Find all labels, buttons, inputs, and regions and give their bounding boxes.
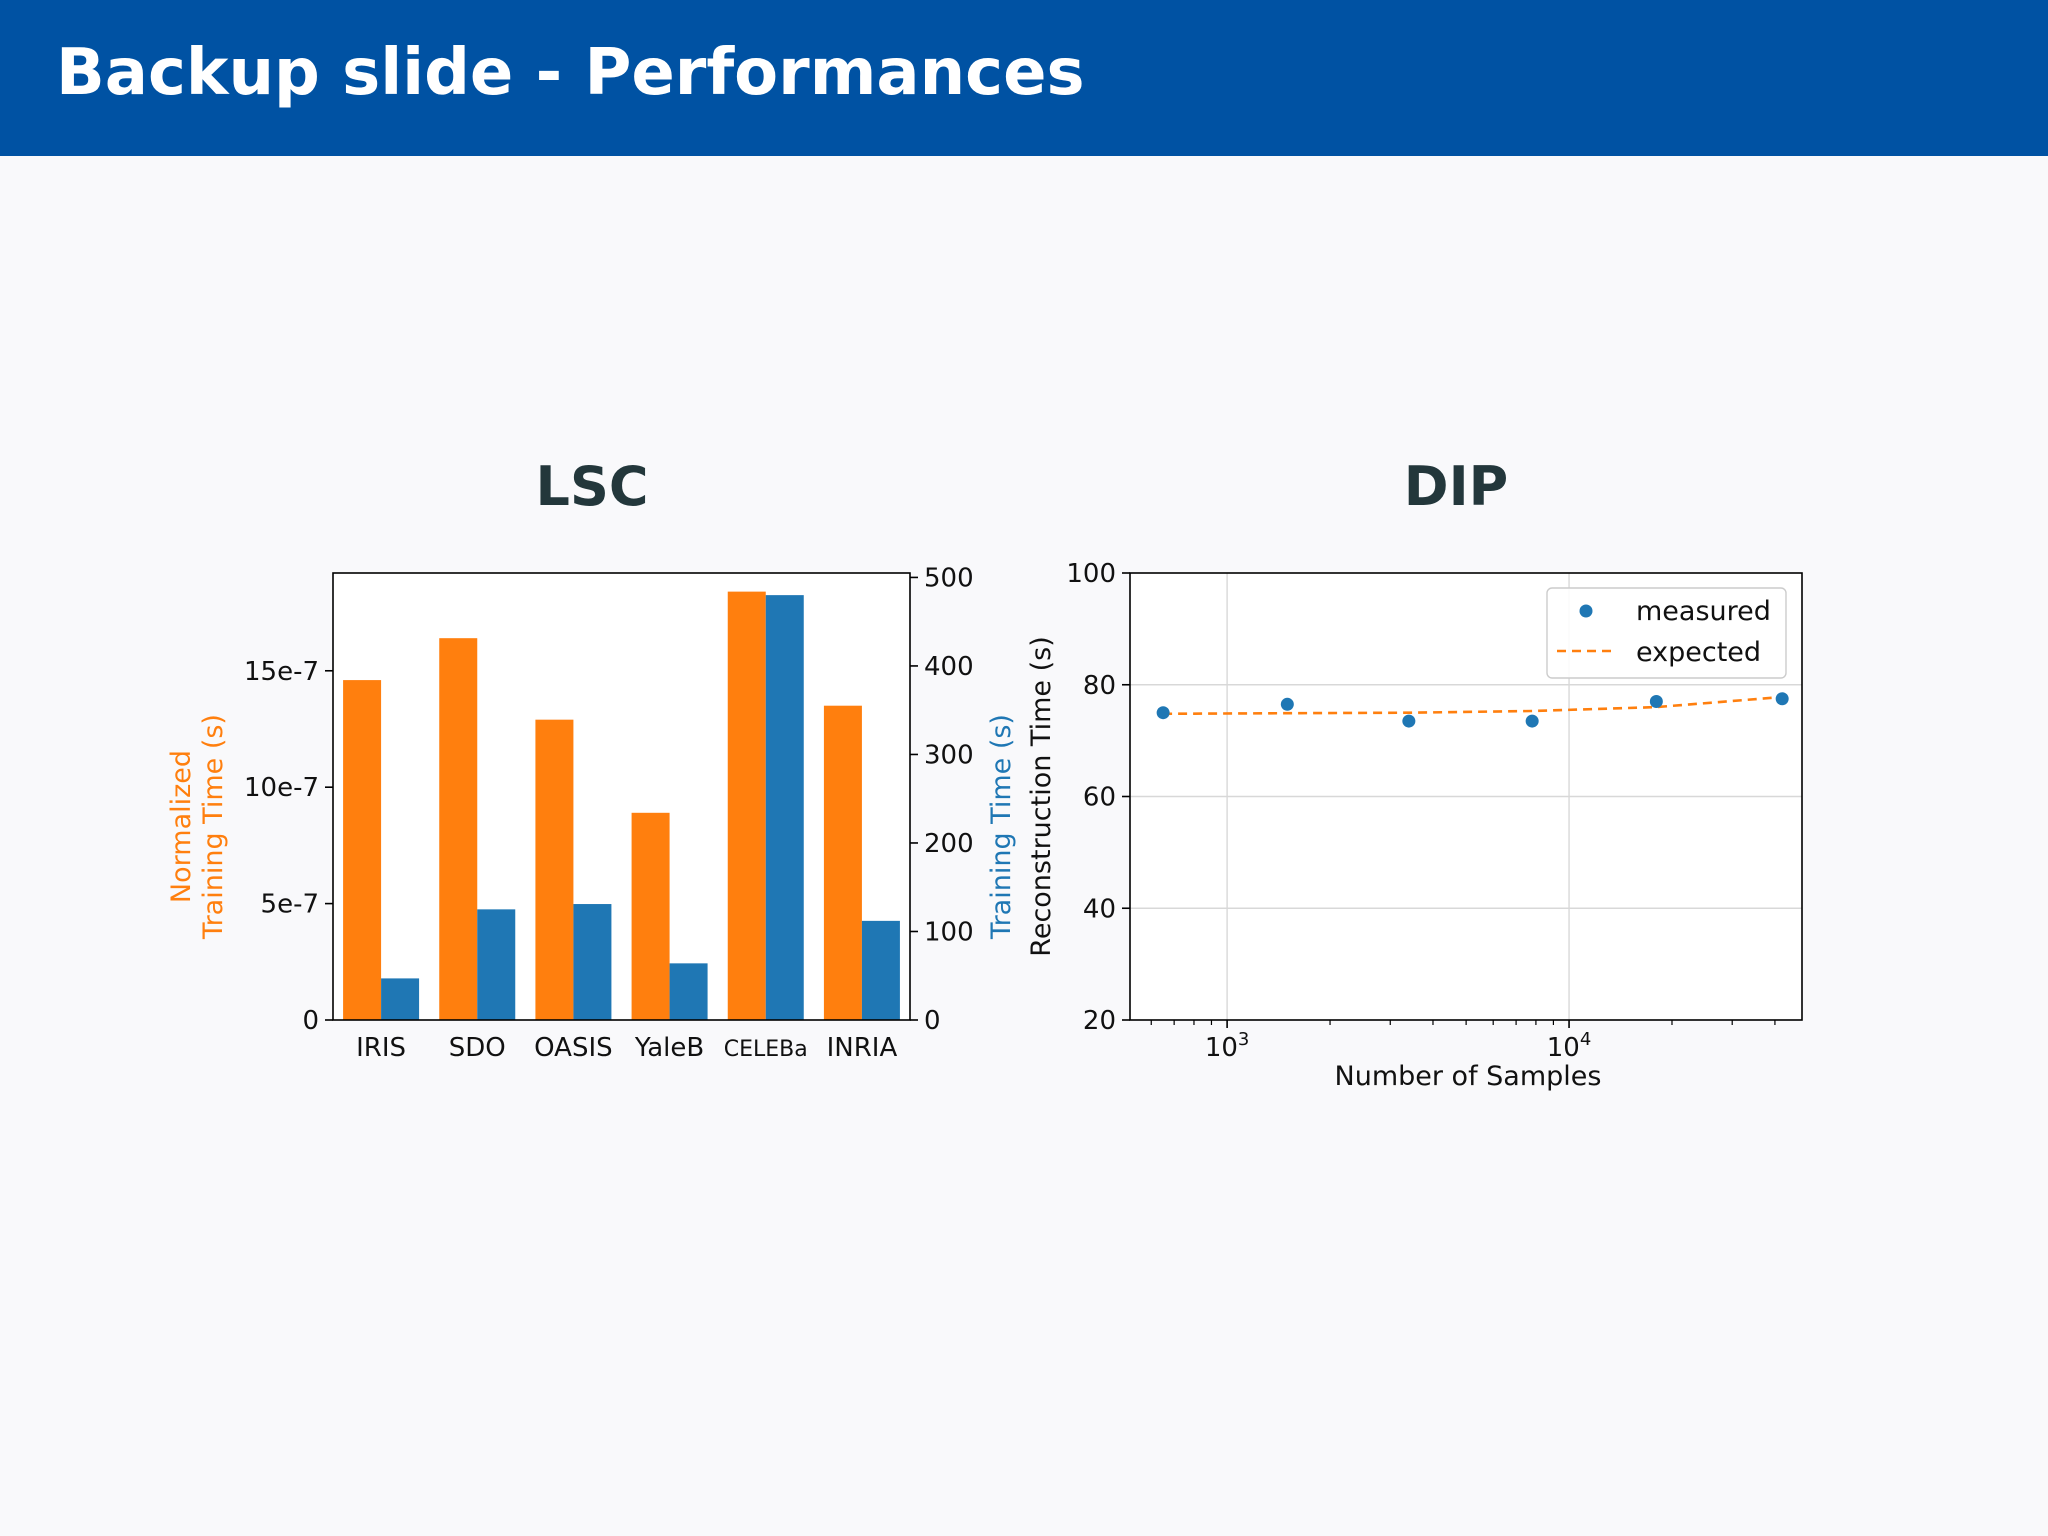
lsc-bar-training-celeba — [765, 595, 804, 1020]
dip-legend-measured-marker — [1579, 604, 1593, 618]
dip-legend-measured-label: measured — [1636, 596, 1771, 627]
lsc-right-tick-label: 300 — [924, 740, 974, 770]
dip-y-tick-label: 40 — [1083, 894, 1116, 924]
dip-measured-point — [1156, 706, 1170, 720]
lsc-bar-normalized-oasis — [535, 719, 574, 1020]
lsc-bar-training-yaleb — [669, 963, 708, 1020]
lsc-chart-title: LSC — [535, 455, 649, 518]
dip-measured-point — [1649, 695, 1663, 709]
lsc-bar-normalized-yaleb — [631, 812, 670, 1020]
lsc-x-tick-label: SDO — [449, 1033, 506, 1063]
dip-measured-point — [1280, 697, 1294, 711]
lsc-left-tick-label: 5e-7 — [261, 890, 319, 920]
lsc-bar-normalized-iris — [343, 680, 382, 1020]
lsc-bar-chart: IRIS SDO OASIS YaleB CELEBa INRIA 0 5e-7 10e-7 15… — [166, 563, 1017, 1063]
lsc-left-tick-label: 10e-7 — [244, 773, 319, 803]
slide-title: Backup slide - Performances — [56, 36, 1085, 110]
lsc-x-tick-label: INRIA — [827, 1033, 898, 1063]
lsc-right-tick-label: 0 — [924, 1006, 941, 1036]
dip-chart-title: DIP — [1403, 455, 1509, 518]
lsc-left-tick-label: 0 — [302, 1006, 319, 1036]
lsc-right-tick-label: 400 — [924, 652, 974, 682]
lsc-right-axis-label: Training Time (s) — [986, 714, 1017, 940]
dip-y-tick-label: 20 — [1083, 1006, 1116, 1036]
dip-y-tick-label: 60 — [1083, 783, 1116, 813]
lsc-x-tick-label: IRIS — [356, 1033, 406, 1063]
lsc-left-axis-label: Normalized Training Time (s) — [166, 714, 229, 940]
dip-y-axis-label: Reconstruction Time (s) — [1026, 636, 1057, 956]
lsc-x-tick-label: YaleB — [634, 1033, 704, 1063]
lsc-bar-normalized-celeba — [727, 591, 766, 1020]
dip-measured-point — [1775, 692, 1789, 706]
dip-measured-point — [1525, 714, 1539, 728]
dip-x-tick-label: 103 — [1205, 1029, 1250, 1063]
slide-header: Backup slide - Performances — [0, 0, 2048, 156]
lsc-bar-training-inria — [861, 920, 900, 1020]
dip-legend-expected-label: expected — [1636, 637, 1761, 668]
lsc-bar-training-iris — [381, 978, 420, 1020]
lsc-plot-area — [333, 573, 910, 1020]
dip-y-tick-label: 80 — [1083, 671, 1116, 701]
lsc-x-tick-label: CELEBa — [724, 1037, 808, 1062]
dip-y-tick-label: 100 — [1066, 559, 1116, 589]
lsc-left-axis-label-line1: Normalized — [166, 750, 197, 903]
lsc-right-tick-label: 200 — [924, 829, 974, 859]
lsc-bar-normalized-inria — [823, 705, 862, 1020]
dip-measured-point — [1402, 714, 1416, 728]
lsc-bar-training-oasis — [573, 904, 612, 1020]
dip-plot-frame — [1129, 572, 1803, 1021]
lsc-plot-frame — [332, 572, 911, 1021]
dip-x-tick-label: 104 — [1547, 1029, 1592, 1063]
lsc-left-tick-label: 15e-7 — [244, 657, 319, 687]
lsc-right-tick-label: 100 — [924, 917, 974, 947]
lsc-x-tick-label: OASIS — [534, 1033, 612, 1063]
dip-expected-line — [1163, 695, 1783, 716]
lsc-bar-normalized-sdo — [439, 638, 478, 1020]
dip-x-axis-label: Number of Samples — [1335, 1061, 1602, 1092]
lsc-right-tick-label: 500 — [924, 563, 974, 593]
lsc-left-axis-label-line2: Training Time (s) — [198, 714, 229, 940]
lsc-bar-training-sdo — [477, 909, 516, 1020]
dip-legend-box — [1546, 587, 1787, 679]
